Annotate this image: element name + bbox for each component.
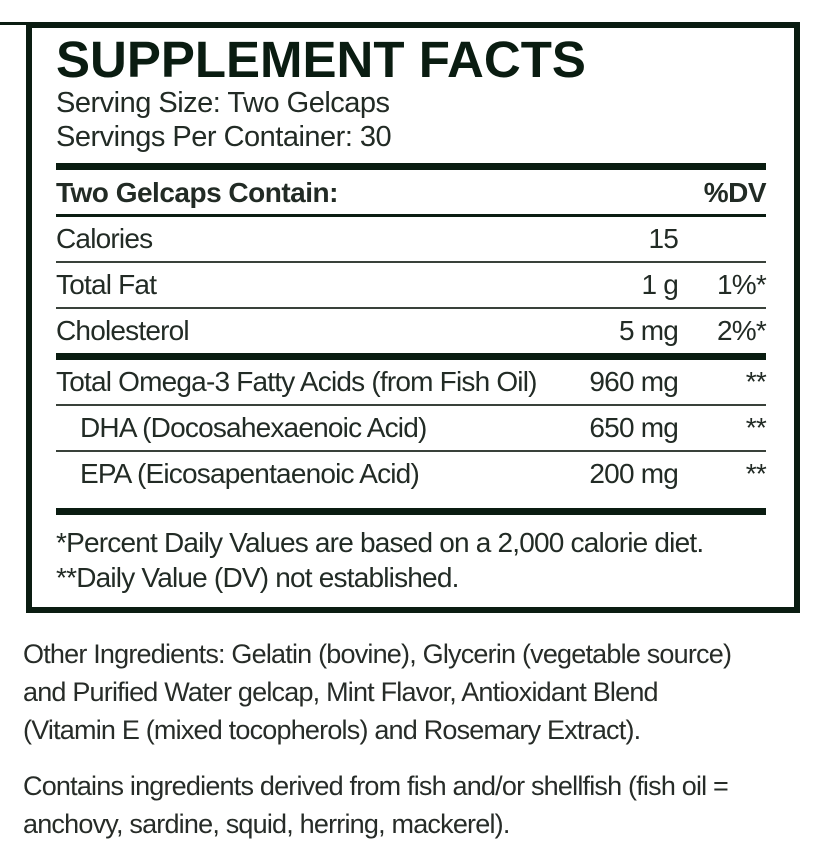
table-header-row: Two Gelcaps Contain: %DV [56,170,767,217]
other-ingredients-line: and Purified Water gelcap, Mint Flavor, … [23,677,659,707]
nutrient-dv: 1%* [717,269,767,300]
other-ingredients-line: Other Ingredients: Gelatin (bovine), Gly… [23,639,732,669]
thick-divider-top [56,163,766,170]
nutrient-name: Total Omega-3 Fatty Acids (from Fish Oil… [56,366,537,397]
supplement-facts-panel: SUPPLEMENT FACTS Serving Size: Two Gelca… [26,22,800,613]
nutrient-name: EPA (Eicosapentaenoic Acid) [80,458,420,489]
top-edge-artifact-line [0,22,432,25]
thick-divider-bottom [56,508,766,515]
nutrient-name: Total Fat [56,269,157,300]
allergen-statement-paragraph: Contains ingredients derived from fish a… [23,767,806,843]
table-row-total-fat: Total Fat 1 g 1%* [56,263,767,309]
allergen-statement-line: anchovy, sardine, squid, herring, macker… [23,809,510,839]
table-header-label: Two Gelcaps Contain: [56,177,338,208]
table-row-epa: EPA (Eicosapentaenoic Acid) 200 mg ** [56,452,767,496]
nutrient-dv: ** [745,366,767,397]
footnotes: *Percent Daily Values are based on a 2,0… [56,525,766,595]
footnote-dv-not-established: **Daily Value (DV) not established. [56,562,459,593]
servings-per-container: Servings Per Container: 30 [56,121,392,153]
table-row-calories: Calories 15 [56,217,766,263]
below-panel-text: Other Ingredients: Gelatin (bovine), Gly… [23,635,806,843]
nutrient-amount: 5 mg [618,315,679,346]
allergen-statement-line: Contains ingredients derived from fish a… [23,771,729,801]
nutrient-dv: ** [745,412,767,443]
nutrient-dv: ** [745,458,767,489]
thick-divider-mid [56,353,766,360]
other-ingredients-paragraph: Other Ingredients: Gelatin (bovine), Gly… [23,635,806,749]
nutrient-amount: 200 mg [589,458,678,489]
footnote-percent-dv: *Percent Daily Values are based on a 2,0… [56,527,704,558]
table-row-total-omega3: Total Omega-3 Fatty Acids (from Fish Oil… [56,360,767,406]
serving-size: Serving Size: Two Gelcaps [56,87,390,119]
nutrient-amount: 650 mg [589,412,678,443]
nutrient-amount: 15 [648,223,678,254]
nutrient-dv: 2%* [717,315,767,346]
nutrient-name: Cholesterol [56,315,190,346]
nutrient-amount: 1 g [641,269,678,300]
spacer [56,496,766,508]
nutrient-name: DHA (Docosahexaenoic Acid) [80,412,427,443]
nutrient-name: Calories [56,223,153,254]
nutrient-amount: 960 mg [589,366,678,397]
table-row-dha: DHA (Docosahexaenoic Acid) 650 mg ** [56,406,767,452]
panel-title: SUPPLEMENT FACTS [56,31,586,88]
table-header-dv: %DV [703,177,767,208]
table-row-cholesterol: Cholesterol 5 mg 2%* [56,309,767,353]
other-ingredients-line: (Vitamin E (mixed tocopherols) and Rosem… [23,715,641,745]
